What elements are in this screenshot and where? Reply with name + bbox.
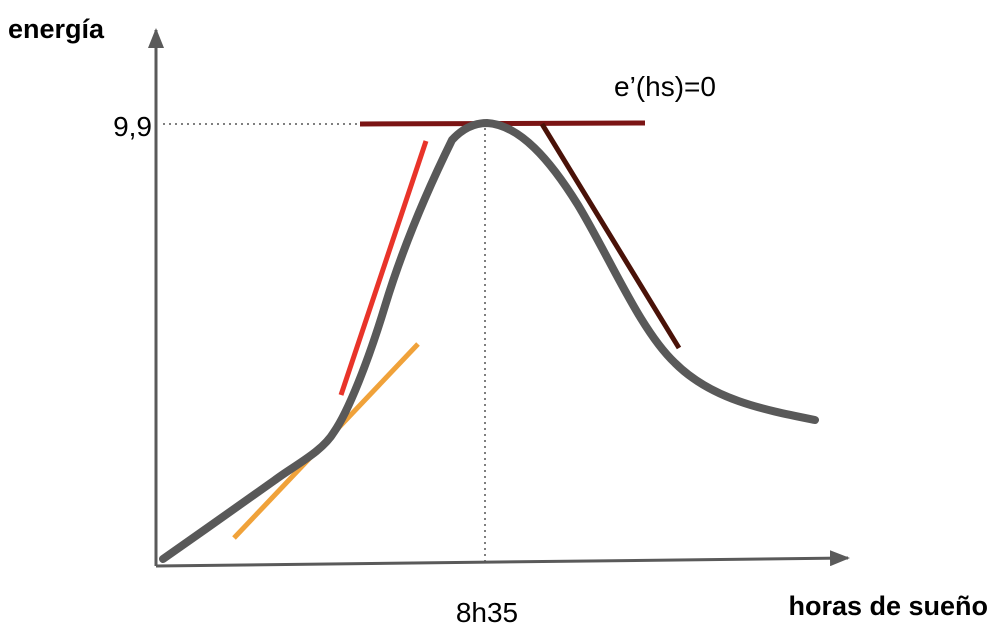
x-axis [155, 550, 850, 568]
tangent-note: e’(hs)=0 [614, 71, 716, 102]
tangent-fall [539, 122, 682, 350]
peak-time-label: 8h35 [456, 597, 518, 628]
energy-curve [159, 119, 819, 563]
peak-value-label: 9,9 [113, 111, 152, 142]
tangent-steep-rise [338, 140, 429, 396]
x-axis-label: horas de sueño [788, 591, 988, 621]
y-axis-label: energía [8, 14, 105, 44]
